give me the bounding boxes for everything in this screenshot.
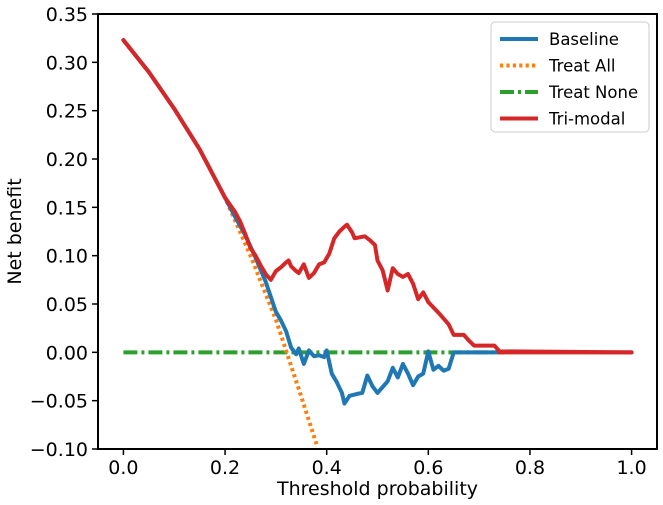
y-tick-label: 0.05 xyxy=(46,294,88,316)
x-axis-ticks: 0.0 0.2 0.4 0.6 0.8 1.0 xyxy=(108,449,647,479)
legend-label-tri-modal: Tri-modal xyxy=(548,110,625,129)
x-tick-label: 0.6 xyxy=(413,457,443,479)
y-axis-ticks: −0.10 −0.05 0.00 0.05 0.10 0.15 0.20 0.25 0.30 0.… xyxy=(30,4,98,461)
x-axis-label: Threshold probability xyxy=(276,478,478,500)
y-tick-label: 0.15 xyxy=(46,197,88,219)
series-line-treat-all xyxy=(121,38,319,445)
series-line-baseline xyxy=(121,38,502,406)
y-axis-label: Net benefit xyxy=(4,178,26,284)
y-tick-label: 0.00 xyxy=(46,342,88,364)
y-tick-label: 0.35 xyxy=(46,4,88,26)
x-tick-label: 0.4 xyxy=(312,457,342,479)
legend-label-treat-none: Treat None xyxy=(548,83,638,102)
legend-box xyxy=(490,21,650,133)
y-tick-label: −0.05 xyxy=(30,391,88,413)
x-tick-label: 1.0 xyxy=(616,457,646,479)
plot-frame xyxy=(97,13,658,450)
plot-area xyxy=(121,38,634,445)
y-tick-label: −0.10 xyxy=(30,439,88,461)
y-tick-label: 0.25 xyxy=(46,101,88,123)
legend-label-baseline: Baseline xyxy=(549,30,619,49)
legend: Baseline Treat All Treat None Tri-modal xyxy=(490,21,650,133)
x-tick-label: 0.2 xyxy=(210,457,240,479)
y-tick-label: 0.20 xyxy=(46,149,88,171)
series-line-tri-modal xyxy=(121,38,634,355)
y-tick-label: 0.10 xyxy=(46,246,88,268)
legend-label-treat-all: Treat All xyxy=(548,57,616,76)
x-tick-label: 0.0 xyxy=(108,457,138,479)
y-tick-label: 0.30 xyxy=(46,52,88,74)
x-tick-label: 0.8 xyxy=(515,457,545,479)
